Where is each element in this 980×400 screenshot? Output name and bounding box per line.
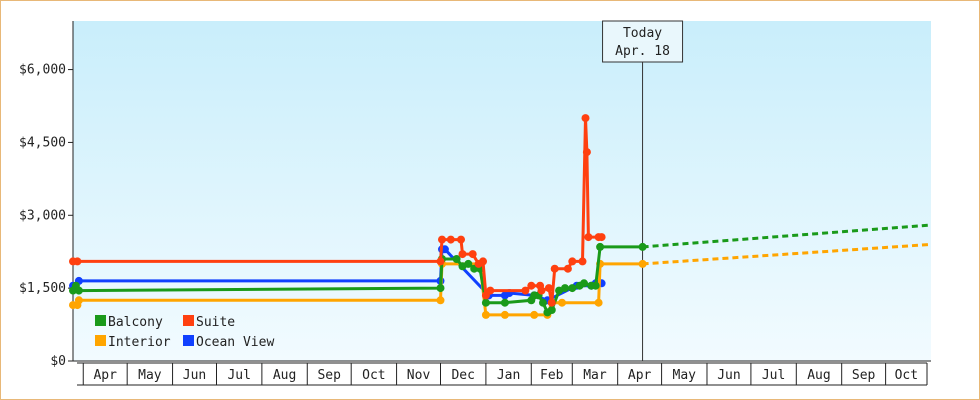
data-point — [550, 264, 559, 273]
data-point — [486, 286, 495, 295]
data-point — [591, 281, 600, 290]
data-point — [452, 255, 461, 263]
data-point — [561, 284, 569, 293]
data-point — [468, 250, 477, 259]
x-tick-label: Nov — [407, 368, 431, 383]
data-point — [479, 257, 487, 266]
x-tick-label: Dec — [451, 368, 474, 383]
y-tick-label: $0 — [50, 354, 66, 369]
data-point — [457, 235, 465, 244]
legend-label: Interior — [108, 335, 171, 350]
x-tick-label: Oct — [362, 368, 385, 383]
series-forecast-balcony — [642, 223, 932, 249]
data-point — [596, 242, 605, 251]
data-point — [458, 250, 467, 259]
data-point — [481, 298, 490, 307]
x-tick-label: Jul — [227, 368, 250, 383]
data-point — [580, 279, 588, 288]
x-tick-label: Jun — [183, 368, 206, 383]
x-tick-label: Sep — [852, 368, 876, 383]
legend-label: Suite — [196, 315, 235, 330]
x-tick-label: Oct — [895, 368, 918, 383]
y-axis: $0 $1,500 $3,000 $4,500 $6,000 — [19, 21, 74, 369]
data-point — [582, 148, 591, 157]
legend-label: Ocean View — [196, 335, 274, 350]
series-layer — [69, 114, 932, 319]
data-point — [464, 259, 473, 268]
data-point — [544, 284, 553, 293]
x-tick-label: Feb — [540, 368, 564, 383]
x-tick-label: Apr — [93, 368, 117, 383]
today-marker: Today Apr. 18 — [602, 20, 684, 361]
legend-swatch — [95, 315, 106, 326]
x-tick-label: May — [138, 368, 162, 383]
today-label-box — [602, 20, 684, 63]
data-point — [594, 298, 603, 307]
data-point — [563, 264, 572, 273]
x-tick-label: Sep — [317, 368, 341, 383]
series-suite — [69, 114, 606, 307]
data-point — [568, 257, 577, 266]
y-tick-label: $1,500 — [19, 281, 66, 296]
x-tick-label: Aug — [273, 368, 296, 383]
data-point — [436, 257, 445, 266]
data-point — [539, 298, 547, 307]
today-label: Today — [623, 26, 662, 41]
data-point — [436, 284, 445, 293]
data-point — [638, 242, 647, 251]
series-balcony — [69, 223, 932, 317]
data-point — [73, 257, 82, 266]
x-axis: Apr May Jun Jul Aug Sep Oct Nov Dec Jan Feb Mar Apr M… — [73, 360, 931, 386]
legend: Balcony Suite Interior Ocean View — [95, 315, 274, 350]
plot-background — [73, 21, 931, 361]
data-point — [521, 286, 530, 295]
x-tick-label: Jun — [717, 368, 740, 383]
legend-swatch — [183, 315, 194, 326]
y-tick-label: $4,500 — [19, 135, 66, 150]
legend-swatch — [95, 335, 106, 346]
series-forecast-interior — [642, 242, 932, 266]
data-point — [597, 233, 606, 242]
y-tick-label: $6,000 — [19, 63, 66, 78]
series-interior — [69, 242, 932, 319]
data-point — [436, 296, 445, 305]
data-point — [584, 233, 593, 242]
data-point — [500, 310, 509, 319]
data-point — [568, 284, 577, 293]
x-tick-label: Mar — [583, 368, 607, 383]
y-tick-label: $3,000 — [19, 208, 66, 223]
x-tick-label: May — [673, 368, 697, 383]
x-tick-label: Jul — [762, 368, 785, 383]
data-point — [530, 310, 539, 319]
x-tick-label: Aug — [807, 368, 830, 383]
data-point — [578, 257, 587, 266]
data-point — [581, 114, 590, 123]
data-point — [638, 259, 647, 268]
data-point — [74, 286, 83, 295]
legend-swatch — [183, 335, 194, 346]
x-tick-label: Jan — [497, 368, 520, 383]
data-point — [438, 235, 446, 244]
data-point — [481, 310, 490, 319]
data-point — [547, 306, 556, 314]
x-tick-label: Apr — [628, 368, 652, 383]
data-point — [500, 298, 509, 307]
data-point — [547, 298, 556, 307]
today-date-label: Apr. 18 — [615, 44, 670, 59]
legend-label: Balcony — [108, 315, 163, 330]
data-point — [527, 281, 536, 290]
data-point — [558, 298, 566, 307]
data-point — [74, 296, 83, 305]
data-point — [537, 286, 546, 295]
data-point — [446, 235, 455, 244]
